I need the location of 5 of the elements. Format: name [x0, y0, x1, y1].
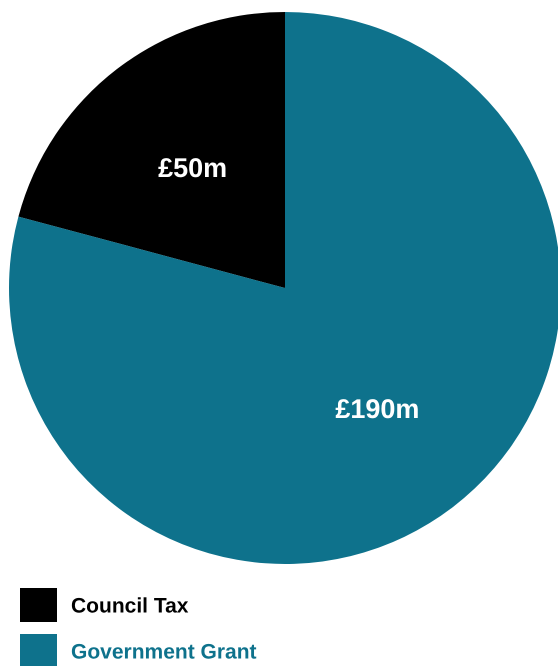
- legend-label: Government Grant: [71, 640, 257, 664]
- data-label: £190m: [335, 394, 420, 424]
- data-label: £50m: [158, 153, 228, 184]
- pie-slice: [18, 12, 285, 288]
- legend-label: Council Tax: [71, 594, 189, 618]
